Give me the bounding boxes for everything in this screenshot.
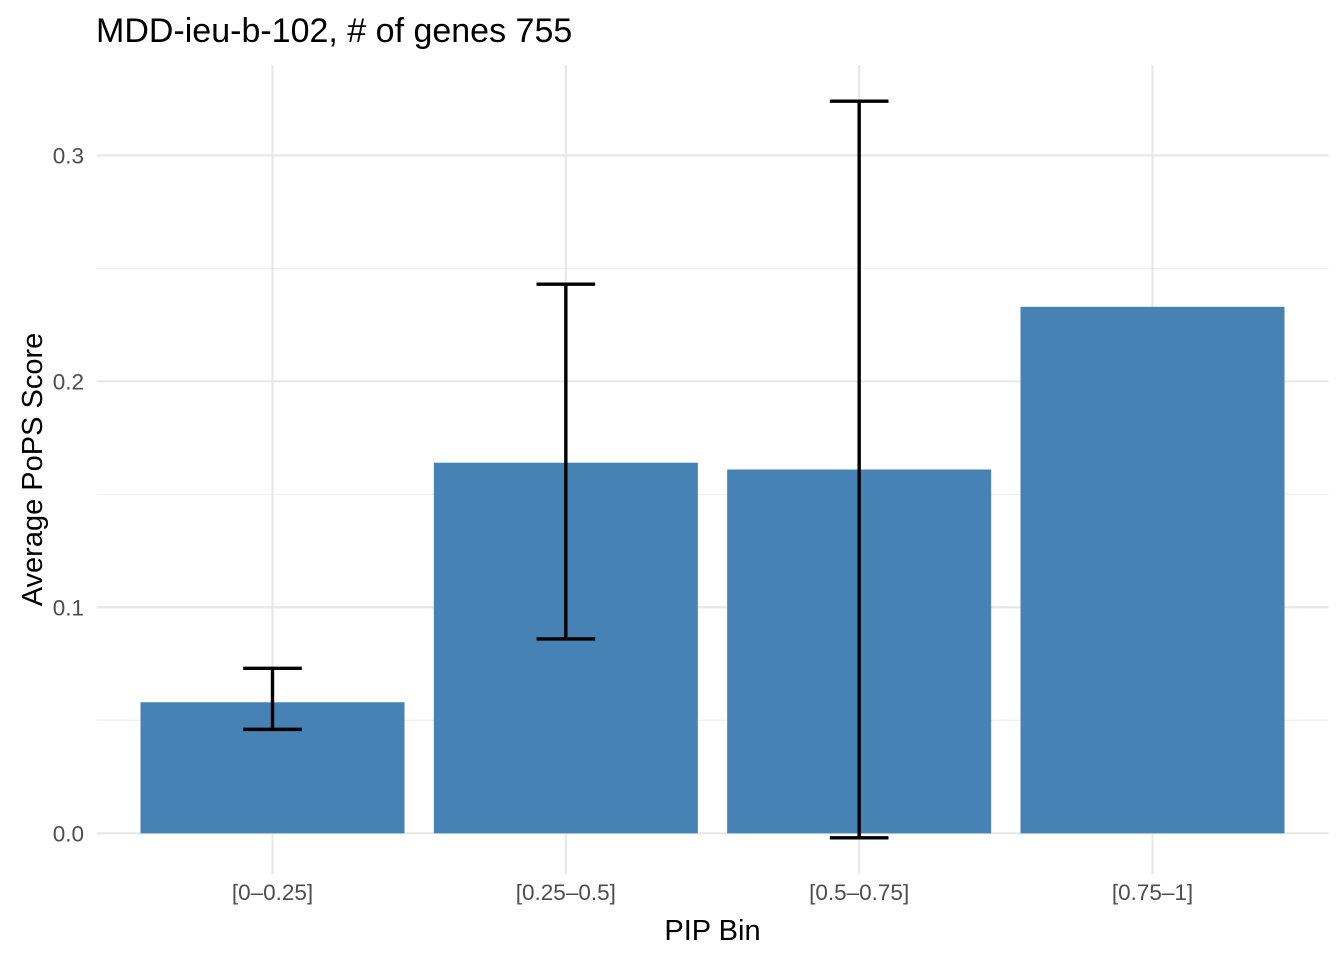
x-axis-title: PIP Bin: [664, 915, 760, 947]
y-tick-label: 0.2: [53, 369, 84, 394]
y-tick-label: 0.3: [53, 143, 84, 168]
x-tick-label: [0.75–1]: [1112, 880, 1193, 905]
x-tick-label: [0.25–0.5]: [516, 880, 616, 905]
bar: [1020, 306, 1285, 834]
chart-title: MDD-ieu-b-102, # of genes 755: [96, 12, 572, 50]
plot-area: 0.0 0.1 0.2 0.3 [0–0.25] [0.25–0.5] [0.5–0.75]…: [53, 65, 1329, 905]
y-tick-label: 0.0: [53, 821, 84, 846]
y-axis-title: Average PoPS Score: [17, 333, 49, 607]
x-tick-label: [0–0.25]: [232, 880, 313, 905]
y-tick-label: 0.1: [53, 595, 84, 620]
x-tick-label: [0.5–0.75]: [809, 880, 909, 905]
